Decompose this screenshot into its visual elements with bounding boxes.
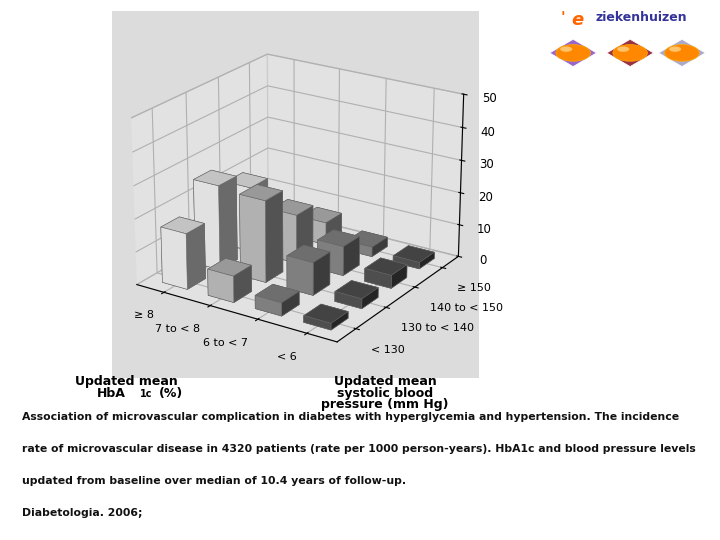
Text: rate of microvascular disease in 4320 patients (rate per 1000 person-years). HbA: rate of microvascular disease in 4320 pa… bbox=[22, 444, 696, 454]
Ellipse shape bbox=[560, 46, 572, 52]
Polygon shape bbox=[659, 39, 706, 66]
Text: e: e bbox=[572, 11, 584, 29]
Text: Diabetologia. 2006;: Diabetologia. 2006; bbox=[22, 508, 142, 518]
Text: systolic blood: systolic blood bbox=[337, 387, 433, 400]
Ellipse shape bbox=[613, 45, 647, 61]
Polygon shape bbox=[607, 39, 654, 66]
Ellipse shape bbox=[669, 46, 681, 52]
Text: HbA: HbA bbox=[97, 387, 126, 400]
Text: (%): (%) bbox=[158, 387, 183, 400]
Ellipse shape bbox=[556, 45, 590, 61]
Text: ': ' bbox=[561, 11, 566, 26]
Text: Association of microvascular complication in diabetes with hyperglycemia and hyp: Association of microvascular complicatio… bbox=[22, 411, 679, 422]
Text: 1c: 1c bbox=[140, 389, 153, 399]
Text: pressure (mm Hg): pressure (mm Hg) bbox=[321, 398, 449, 411]
Polygon shape bbox=[550, 39, 596, 66]
Text: Updated mean: Updated mean bbox=[334, 375, 436, 388]
Ellipse shape bbox=[617, 46, 629, 52]
Text: updated from baseline over median of 10.4 years of follow-up.: updated from baseline over median of 10.… bbox=[22, 476, 406, 486]
Text: ziekenhuizen: ziekenhuizen bbox=[595, 11, 687, 24]
Text: Updated mean: Updated mean bbox=[75, 375, 177, 388]
Ellipse shape bbox=[665, 45, 699, 61]
